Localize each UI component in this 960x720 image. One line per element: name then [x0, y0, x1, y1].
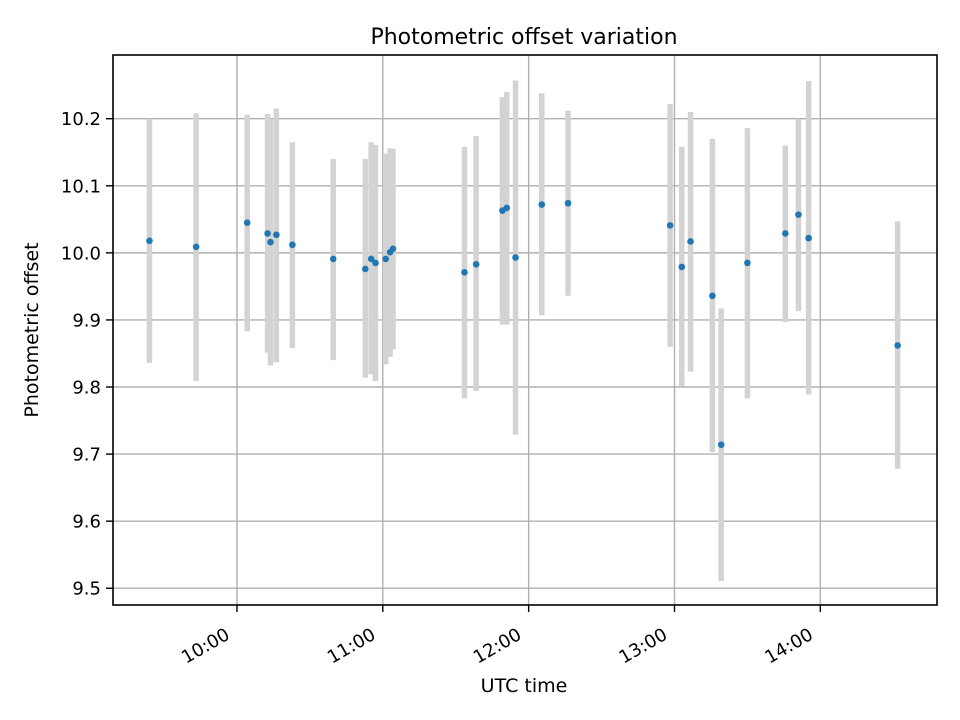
data-point-29: [805, 234, 812, 242]
y-tick-label-4: 9.9: [72, 310, 101, 331]
data-point-7: [329, 255, 337, 263]
data-point-30: [894, 342, 901, 349]
data-point-25: [717, 441, 725, 448]
y-tick-label-2: 9.7: [72, 445, 101, 466]
y-tick-label-3: 9.8: [72, 378, 101, 399]
data-point-20: [564, 199, 572, 207]
data-point-13: [389, 245, 397, 253]
data-point-17: [503, 204, 511, 212]
y-tick-label-7: 10.2: [61, 109, 101, 130]
data-point-3: [264, 230, 271, 237]
y-tick-label-6: 10.1: [61, 176, 101, 197]
data-point-27: [782, 230, 789, 237]
data-point-8: [362, 265, 369, 273]
chart-title: Photometric offset variation: [370, 25, 677, 50]
plot-frame: [112, 54, 938, 606]
data-point-1: [192, 243, 200, 251]
data-point-10: [372, 259, 379, 267]
y-tick-label-1: 9.6: [72, 512, 101, 533]
y-axis-label: Photometric offset: [21, 242, 43, 417]
data-point-4: [267, 238, 274, 246]
data-point-0: [146, 237, 153, 245]
data-point-23: [687, 238, 694, 245]
axes-layer: [112, 54, 938, 606]
data-point-18: [512, 254, 519, 261]
data-point-11: [382, 255, 390, 263]
data-point-15: [472, 260, 480, 268]
data-point-28: [795, 211, 802, 218]
data-point-22: [678, 263, 686, 271]
data-point-6: [289, 241, 296, 249]
y-tick-label-5: 10.0: [61, 243, 101, 264]
data-point-21: [666, 222, 674, 229]
data-point-19: [538, 201, 546, 208]
x-axis-label: UTC time: [481, 675, 568, 697]
point-layer: [146, 199, 901, 448]
data-point-26: [744, 259, 751, 267]
data-point-14: [461, 269, 468, 276]
data-point-5: [273, 231, 280, 239]
y-tick-label-0: 9.5: [72, 579, 101, 600]
data-point-2: [243, 219, 251, 226]
data-point-24: [709, 292, 716, 300]
data-point-9: [367, 255, 375, 263]
